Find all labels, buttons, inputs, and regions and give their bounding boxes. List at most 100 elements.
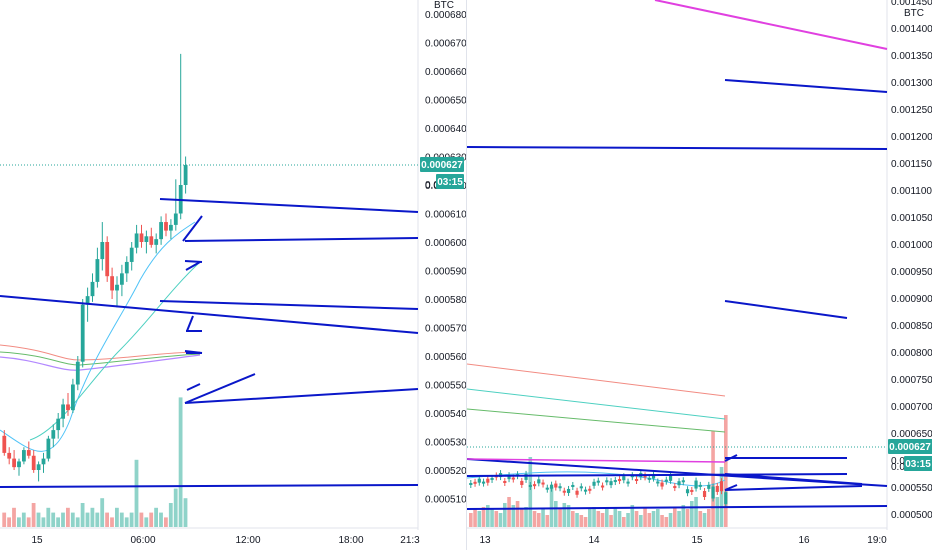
right-candle-body xyxy=(677,481,681,486)
right-trend-line-magenta-low[interactable] xyxy=(467,458,726,463)
right-volume-bar xyxy=(651,511,656,527)
right-y-tick-label: 0.000650 xyxy=(891,429,932,440)
left-trend-line-drawing[interactable] xyxy=(0,484,419,488)
left-y-tick-label: 0.000650 xyxy=(425,96,466,107)
right-volume-bar xyxy=(520,509,524,527)
right-x-tick-label: 13 xyxy=(479,535,491,546)
right-trend-line-drawing[interactable] xyxy=(724,473,863,485)
left-volume-bar xyxy=(17,517,21,527)
left-candle-body xyxy=(105,242,110,277)
left-trend-line-drawing[interactable] xyxy=(185,261,201,271)
right-chart-pane[interactable]: BTC 0.001450 0.001400 0.001350 0.001300 0.001… xyxy=(466,0,932,550)
left-ma-line-cyan xyxy=(0,221,196,452)
left-trend-line-drawing[interactable] xyxy=(0,295,419,334)
left-trend-line-drawing[interactable] xyxy=(184,350,203,354)
right-volume-bar xyxy=(677,511,681,527)
left-volume-bar xyxy=(90,507,95,527)
left-x-tick-label: 18:00 xyxy=(338,535,363,546)
left-y-tick-label: 0.000540 xyxy=(425,409,466,420)
left-chart-canvas[interactable]: BTC0.0006800.0006700.0006600.0006500.000… xyxy=(0,0,466,550)
right-volume-bar xyxy=(571,511,575,527)
right-y-tick-label: 0.000950 xyxy=(891,267,932,278)
right-y-tick-label: 0.000500 xyxy=(891,510,932,521)
left-candle-body xyxy=(12,458,16,468)
right-candle-body xyxy=(656,481,660,484)
right-volume-bar xyxy=(566,505,571,527)
left-candle-body xyxy=(7,452,12,459)
right-candle-body xyxy=(685,489,690,494)
right-trend-line-drawing[interactable] xyxy=(724,484,738,491)
right-candle-body xyxy=(694,480,698,489)
right-volume-bar xyxy=(681,505,686,527)
left-hidden-price-label: 0.00 xyxy=(425,180,445,191)
right-volume-bar xyxy=(664,517,669,527)
right-trend-line-drawing[interactable] xyxy=(467,505,888,510)
left-volume-bar xyxy=(159,512,163,527)
right-trend-line-drawing[interactable] xyxy=(467,146,888,150)
right-volume-bar xyxy=(528,457,533,527)
left-volume-bar xyxy=(36,512,41,527)
right-volume-bar xyxy=(469,513,473,527)
right-trend-line-drawing[interactable] xyxy=(467,473,848,477)
left-volume-bar xyxy=(129,512,134,527)
right-countdown-badge xyxy=(904,456,932,471)
right-trend-line-drawing[interactable] xyxy=(724,485,863,491)
left-volume-bar xyxy=(56,517,60,527)
right-trend-line-drawing[interactable] xyxy=(724,300,848,319)
left-candle-body xyxy=(17,461,21,468)
right-candle-body xyxy=(558,486,562,489)
right-volume-bar xyxy=(609,515,613,527)
left-trend-line-drawing[interactable] xyxy=(186,383,201,391)
right-price-badge-label: 0.000627 xyxy=(889,442,931,453)
left-ma-line-teal xyxy=(29,261,201,441)
left-candle-body xyxy=(56,418,61,431)
right-axis-unit-label: BTC xyxy=(904,8,924,19)
left-trend-line-drawing[interactable] xyxy=(182,215,203,242)
right-trend-line-drawing[interactable] xyxy=(724,454,738,462)
left-price-badge xyxy=(420,157,464,172)
right-y-tick-label: 0.000850 xyxy=(891,321,932,332)
left-trend-line-drawing[interactable] xyxy=(184,237,419,242)
right-price-badge xyxy=(888,439,932,454)
left-trend-line-drawing[interactable] xyxy=(159,198,419,213)
right-candle-body xyxy=(507,475,511,480)
left-y-tick-label: 0.000510 xyxy=(425,495,466,506)
left-y-tick-label: 0.000680 xyxy=(425,10,466,21)
left-volume-bar xyxy=(119,512,124,527)
left-volume-bar xyxy=(41,517,46,527)
left-volume-bar xyxy=(95,512,100,527)
left-chart-pane[interactable]: BTC 0.000680 0.000670 0.000660 0.000650 0.000… xyxy=(0,0,466,550)
left-candle-body xyxy=(149,236,154,245)
right-volume-bar xyxy=(549,487,554,527)
right-candle-body xyxy=(626,481,630,484)
right-volume-bar xyxy=(600,513,605,527)
right-y-tick-label: 0.001300 xyxy=(891,78,932,89)
right-y-tick-label: 0.000800 xyxy=(891,348,932,359)
right-trend-line-magenta[interactable] xyxy=(654,0,888,50)
left-candle-body xyxy=(90,281,95,297)
left-volume-bar xyxy=(70,512,75,527)
left-trend-line-drawing[interactable] xyxy=(159,300,419,310)
right-candle-body xyxy=(549,484,554,489)
left-trend-line-drawing[interactable] xyxy=(186,315,194,332)
left-volume-bar xyxy=(149,512,154,527)
right-candle-body xyxy=(600,485,605,488)
left-trend-line-drawing[interactable] xyxy=(184,388,419,404)
right-volume-bar xyxy=(473,509,477,527)
right-volume-bar xyxy=(605,509,609,527)
right-volume-bar xyxy=(622,517,626,527)
right-volume-bar xyxy=(630,505,635,527)
right-candle-body xyxy=(571,484,575,487)
left-x-tick-label: 15 xyxy=(31,535,43,546)
left-y-tick-label: 0.000570 xyxy=(425,324,466,335)
left-trend-line-drawing[interactable] xyxy=(184,373,256,404)
right-candle-body xyxy=(583,489,588,492)
left-candle-body xyxy=(115,284,119,291)
right-candle-body xyxy=(702,490,707,497)
right-volume-bar xyxy=(656,509,660,527)
right-volume-bar xyxy=(537,513,541,527)
right-trend-line-drawing[interactable] xyxy=(724,79,888,93)
right-candle-body xyxy=(511,477,515,480)
right-x-tick-label: 15 xyxy=(691,535,703,546)
